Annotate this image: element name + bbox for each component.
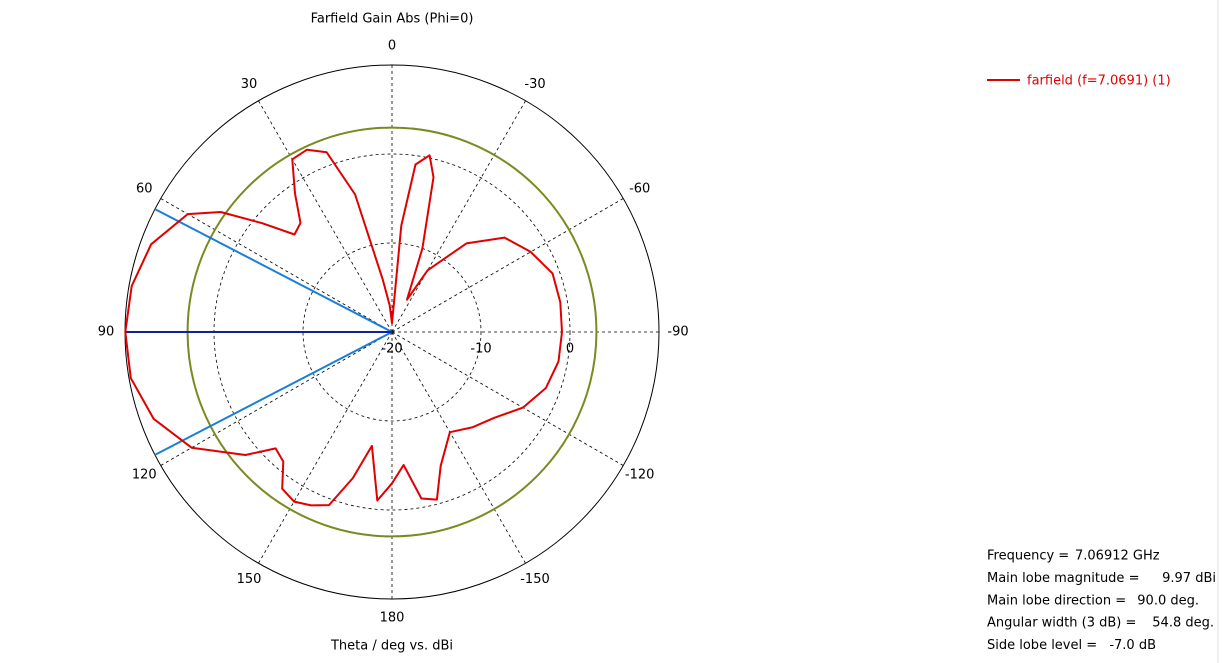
grid-spoke xyxy=(391,100,526,333)
grid-spoke xyxy=(258,331,393,564)
info-value: 9.97 dBi xyxy=(1162,571,1216,586)
radial-tick-label: -20 xyxy=(381,342,402,357)
info-label: Side lobe level = xyxy=(987,638,1097,653)
info-value: 90.0 deg. xyxy=(1137,593,1199,608)
radial-tick-label: 0 xyxy=(566,342,574,357)
angle-tick-label: -60 xyxy=(629,182,650,197)
chart-title: Farfield Gain Abs (Phi=0) xyxy=(311,12,474,27)
angle-tick-label: 60 xyxy=(136,182,153,197)
info-label: Frequency = xyxy=(987,549,1069,564)
angle-tick-label: 180 xyxy=(380,611,405,626)
angle-tick-label: 150 xyxy=(237,572,262,587)
series-line xyxy=(124,148,563,507)
grid-spoke xyxy=(391,198,624,333)
angle-tick-label: 0 xyxy=(388,39,396,54)
angle-tick-label: 30 xyxy=(241,77,258,92)
grid-spoke xyxy=(391,331,624,466)
grid-spoke xyxy=(160,198,393,333)
info-label: Angular width (3 dB) = xyxy=(987,616,1136,631)
angle-tick-label: 120 xyxy=(132,468,157,483)
angle-tick-label: -90 xyxy=(667,325,688,340)
angle-tick-label: 90 xyxy=(98,325,115,340)
grid-ring xyxy=(302,242,482,422)
legend-label: farfield (f=7.0691) (1) xyxy=(1027,74,1171,89)
beam-width-line xyxy=(154,331,393,456)
beam-width-line xyxy=(154,208,393,333)
x-axis-label: Theta / deg vs. dBi xyxy=(330,639,453,654)
info-value: -7.0 dB xyxy=(1109,638,1156,653)
angle-tick-label: -30 xyxy=(524,77,545,92)
info-label: Main lobe magnitude = xyxy=(987,571,1139,586)
info-value: 7.06912 GHz xyxy=(1075,549,1160,564)
grid-spoke xyxy=(258,100,393,333)
info-value: 54.8 deg. xyxy=(1152,616,1214,631)
angle-tick-label: -150 xyxy=(520,572,550,587)
radial-tick-label: -10 xyxy=(470,342,491,357)
angle-tick-label: -120 xyxy=(625,468,655,483)
grid-spoke xyxy=(391,331,526,564)
info-label: Main lobe direction = xyxy=(987,593,1126,608)
grid-spoke xyxy=(160,331,393,466)
